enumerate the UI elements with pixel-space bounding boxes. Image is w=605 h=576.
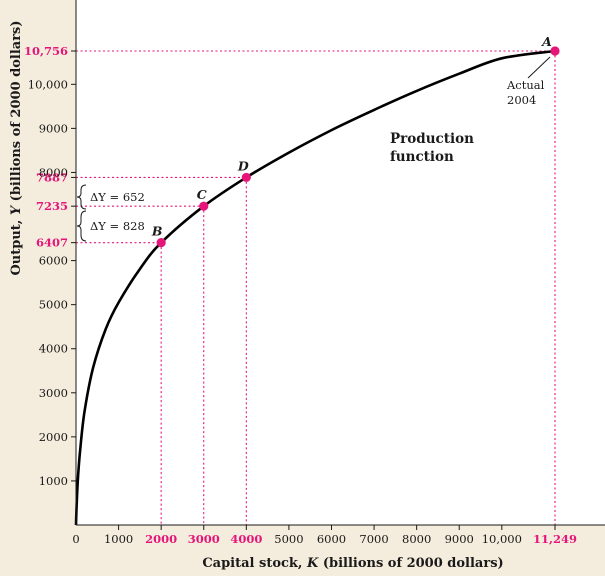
actual-label-line1: Actual [506,78,545,92]
curve-label-line2: function [390,149,454,165]
delta-brackets: ΔY = 652 ΔY = 828 [76,184,145,242]
y-tick-label: 3000 [39,386,68,400]
x-tick-label: 7000 [359,532,388,546]
y-tick-label: 10,000 [28,77,68,91]
plot-area [76,0,605,525]
point-b [156,238,166,248]
y-ticks: 1000 2000 3000 4000 5000 6000 6407 7235 78878000… [24,44,76,488]
x-tick-label: 0 [72,532,79,546]
x-tick-label: 4000 [230,532,262,546]
x-tick-label: 11,249 [533,532,577,546]
y-tick-label: 7887 [36,170,68,184]
x-tick-label: 1000 [104,532,133,546]
point-c [199,201,209,211]
point-label-c: C [197,187,207,202]
y-tick-label: 2000 [39,430,68,444]
y-tick-label: 1000 [39,474,68,488]
x-tick-label: 2000 [145,532,177,546]
x-tick-label: 10,000 [482,532,522,546]
x-tick-label: 5000 [274,532,303,546]
actual-pointer [527,56,551,79]
y-axis-title-suffix: (billions of 2000 dollars) [9,20,24,205]
delta-upper-label: ΔY = 652 [90,190,145,204]
delta-lower-label: ΔY = 828 [90,219,145,233]
x-tick-label: 3000 [188,532,220,546]
brace-upper [76,184,87,210]
curve-label-line1: Production [390,131,474,147]
x-axis-title: Capital stock, K (billions of 2000 dolla… [202,556,503,571]
x-tick-label: 8000 [402,532,431,546]
point-d [241,172,251,183]
point-label-b: B [151,224,163,239]
y-tick-label: 6000 [39,254,68,268]
x-axis-title-prefix: Capital stock, [202,556,307,571]
y-axis-title-prefix: Output, [9,215,24,275]
x-ticks: 0 1000 2000 3000 4000 5000 6000 7000 8000 9000 10,… [72,525,577,546]
y-axis-title: Output, Y (billions of 2000 dollars) [9,20,24,275]
x-axis-title-var: K [306,556,319,571]
point-label-d: D [237,158,249,173]
x-axis-title-suffix: (billions of 2000 dollars) [318,556,503,571]
y-tick-label: 5000 [39,298,68,312]
y-tick-label: 10,756 [24,44,68,58]
y-tick-label: 4000 [39,342,68,356]
x-tick-label: 6000 [317,532,346,546]
y-tick-label: 7235 [36,199,68,213]
y-tick-label: 9000 [39,121,68,135]
y-tick-label: 6407 [36,236,68,250]
point-a [550,46,560,56]
y-axis-title-var: Y [9,204,24,215]
dotted-guides [76,50,556,525]
y-tick-label: 8000 [39,165,68,179]
actual-label-line2: 2004 [507,93,536,107]
x-tick-label: 9000 [445,532,474,546]
point-label-a: A [541,34,552,49]
data-points: A B C D [151,34,560,248]
brace-lower [76,210,87,242]
